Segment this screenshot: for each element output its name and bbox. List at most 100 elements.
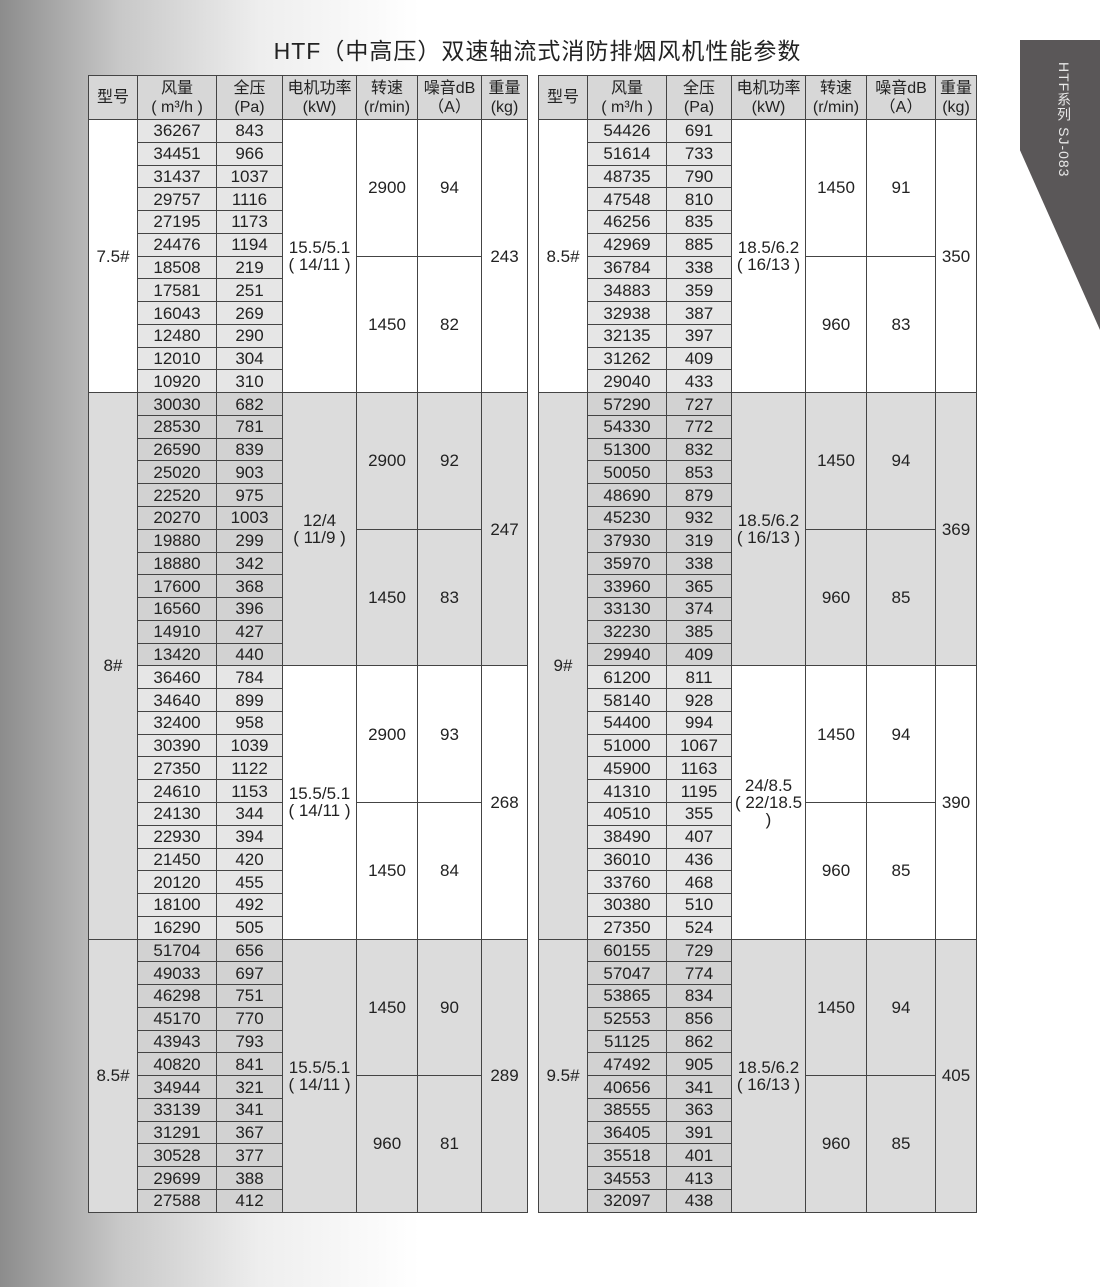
table-row: 14910 427 — [89, 619, 528, 644]
airflow-cell: 25020 — [137, 460, 217, 485]
header-airflow: 风量 ( m³/h ) — [587, 75, 667, 120]
airflow-cell: 51614 — [587, 141, 667, 166]
weight-cell: 243 — [481, 118, 528, 394]
table-row: 16560 396 — [89, 597, 528, 621]
pressure-cell: 377 — [216, 1143, 283, 1168]
table-row: 34944 321 960 81 — [89, 1075, 528, 1213]
airflow-cell: 51000 — [587, 733, 667, 758]
table-row: 22520 975 — [89, 483, 528, 508]
weight-cell: 289 — [481, 938, 528, 1213]
pressure-cell: 1067 — [666, 733, 732, 758]
pressure-cell: 290 — [216, 323, 283, 348]
header-weight: 重量 (kg) — [481, 75, 528, 120]
airflow-cell: 36405 — [587, 1120, 667, 1145]
table-row: 17600 368 — [89, 574, 528, 599]
airflow-cell: 22930 — [137, 824, 217, 849]
pressure-cell: 269 — [216, 301, 283, 325]
motor-power-cell: 15.5/5.1 ( 14/11 ) — [282, 118, 357, 394]
pressure-cell: 774 — [666, 961, 732, 986]
airflow-cell: 24130 — [137, 801, 217, 826]
airflow-cell: 48735 — [587, 164, 667, 189]
pressure-cell: 368 — [216, 574, 283, 599]
airflow-cell: 33130 — [587, 597, 667, 621]
airflow-cell: 29040 — [587, 369, 667, 394]
table-row: 34883 359 — [539, 278, 977, 303]
airflow-cell: 36460 — [137, 665, 217, 690]
pressure-cell: 510 — [666, 893, 732, 917]
header-speed: 转速 (r/min) — [356, 75, 418, 120]
airflow-cell: 38490 — [587, 824, 667, 849]
airflow-cell: 24610 — [137, 779, 217, 803]
pressure-cell: 835 — [666, 210, 732, 234]
pressure-cell: 391 — [666, 1120, 732, 1145]
pressure-cell: 727 — [666, 392, 732, 416]
pressure-cell: 1116 — [216, 187, 283, 212]
pressure-cell: 397 — [666, 323, 732, 348]
table-row: 40510 355 960 85 — [539, 801, 977, 940]
table-row: 54330 772 — [539, 414, 977, 439]
airflow-cell: 34944 — [137, 1075, 217, 1099]
table-row: 45170 770 — [89, 1006, 528, 1031]
table-row: 27588 412 — [89, 1188, 528, 1213]
speed-cell: 2900 — [356, 665, 418, 803]
airflow-cell: 40656 — [587, 1075, 667, 1099]
header-model: 型号 — [88, 75, 138, 120]
airflow-cell: 20270 — [137, 506, 217, 530]
pressure-cell: 355 — [666, 801, 732, 826]
pressure-cell: 420 — [216, 847, 283, 872]
airflow-cell: 61200 — [587, 665, 667, 690]
airflow-cell: 30528 — [137, 1143, 217, 1168]
pressure-cell: 342 — [216, 551, 283, 576]
table-row: 36010 436 — [539, 847, 977, 872]
pressure-cell: 879 — [666, 483, 732, 508]
airflow-cell: 35518 — [587, 1143, 667, 1168]
airflow-cell: 32097 — [587, 1188, 667, 1213]
noise-cell: 92 — [417, 392, 482, 530]
pressure-cell: 321 — [216, 1075, 283, 1099]
table-row: 36784 338 960 83 — [539, 255, 977, 394]
weight-cell: 405 — [935, 938, 977, 1213]
table-row: 48735 790 — [539, 164, 977, 189]
airflow-cell: 12480 — [137, 323, 217, 348]
table-row: 31437 1037 — [89, 164, 528, 189]
airflow-cell: 16043 — [137, 301, 217, 325]
pressure-cell: 772 — [666, 414, 732, 439]
pressure-cell: 697 — [216, 961, 283, 986]
airflow-cell: 38555 — [587, 1097, 667, 1122]
pressure-cell: 966 — [216, 141, 283, 166]
pressure-cell: 344 — [216, 801, 283, 826]
table-row: 33139 341 — [89, 1097, 528, 1122]
pressure-cell: 994 — [666, 710, 732, 735]
pressure-cell: 219 — [216, 255, 283, 280]
pressure-cell: 932 — [666, 506, 732, 530]
speed-cell: 960 — [805, 1075, 867, 1213]
table-row: 29040 433 — [539, 369, 977, 394]
noise-cell: 94 — [866, 392, 936, 530]
airflow-cell: 12010 — [137, 346, 217, 371]
pressure-cell: 438 — [666, 1188, 732, 1213]
motor-power-cell: 18.5/6.2 ( 16/13 ) — [731, 118, 806, 394]
table-row: 12010 304 — [89, 346, 528, 371]
table-row: 9# 57290 727 18.5/6.2 ( 16/13 ) 1450 94 369 — [538, 392, 977, 940]
airflow-cell: 42969 — [587, 232, 667, 257]
performance-table-right: 型号 风量 ( m³/h ) 全压 (Pa) 电机功率 (kW) 转速 (r/min) 噪… — [538, 75, 977, 1213]
pressure-cell: 843 — [216, 119, 283, 143]
speed-cell: 1450 — [356, 938, 418, 1077]
airflow-cell: 35970 — [587, 551, 667, 576]
airflow-cell: 32400 — [137, 710, 217, 735]
pressure-cell: 841 — [216, 1052, 283, 1077]
table-row: 32400 958 — [89, 710, 528, 735]
pressure-cell: 433 — [666, 369, 732, 394]
airflow-cell: 33760 — [587, 870, 667, 895]
pressure-cell: 656 — [216, 938, 283, 963]
pressure-cell: 412 — [216, 1188, 283, 1213]
pressure-cell: 436 — [666, 847, 732, 872]
motor-power-cell: 15.5/5.1 ( 14/11 ) — [282, 938, 357, 1213]
table-row: 51000 1067 — [539, 733, 977, 758]
pressure-cell: 862 — [666, 1029, 732, 1054]
table-row: 33960 365 — [539, 574, 977, 599]
table-row: 30380 510 — [539, 893, 977, 917]
speed-cell: 1450 — [805, 119, 867, 257]
table-row: 19880 299 1450 83 — [89, 528, 528, 667]
airflow-cell: 34640 — [137, 688, 217, 712]
